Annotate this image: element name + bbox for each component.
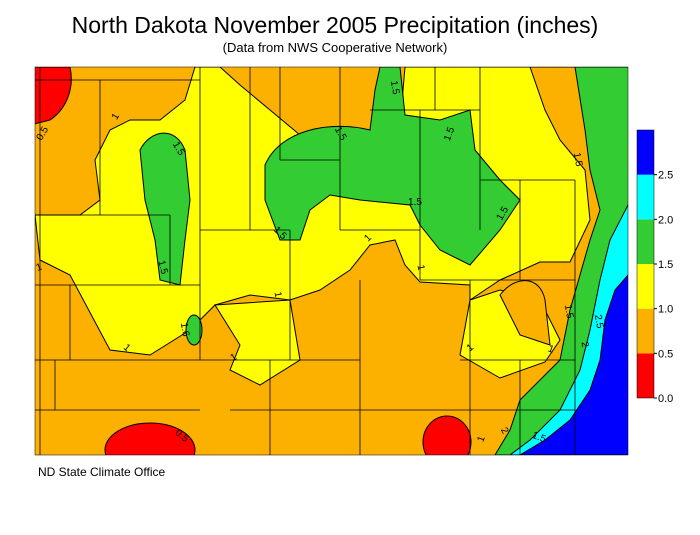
contour-label: 2: [579, 341, 591, 349]
region-red: [422, 415, 472, 455]
legend-tick-label: 1.5: [658, 259, 673, 271]
contour-label: 1: [465, 342, 477, 354]
contour-label: 1: [476, 434, 488, 443]
subtitle: (Data from NWS Cooperative Network): [223, 40, 448, 55]
region-red: [104, 422, 196, 455]
legend-tick-label: 0.5: [658, 348, 673, 360]
contour-label: 1: [35, 261, 44, 273]
legend-tick-label: 0.0: [658, 393, 673, 405]
region-green: [139, 132, 191, 286]
credit: ND State Climate Office: [38, 465, 165, 479]
contour-label: 1: [272, 291, 284, 299]
region-green: [185, 314, 203, 346]
legend-band: [637, 130, 654, 175]
map: 0.511.51.51.51.51.51.51.51.511111.6110.5…: [35, 67, 628, 455]
contour-label: 1.6: [178, 322, 191, 338]
title: North Dakota November 2005 Precipitation…: [72, 12, 599, 38]
map-frame: [34, 66, 629, 456]
contour-label: 2: [498, 426, 511, 437]
legend-band: [637, 308, 654, 354]
region-green: [264, 67, 521, 266]
contour-label: 1: [415, 264, 427, 272]
contour-label: 2.5: [592, 314, 605, 330]
contour-label: 1.5: [562, 304, 575, 320]
contour-label: 1: [110, 111, 123, 122]
legend-band: [637, 219, 654, 264]
contour-label: 1.5: [530, 430, 547, 445]
contour-label: 1: [546, 344, 555, 356]
county-lines: [35, 67, 576, 455]
region-blue: [519, 274, 628, 455]
legend-band: [637, 174, 654, 220]
region-orange: [499, 280, 551, 346]
contour-label: 1.5: [571, 152, 584, 168]
contour-label: 1: [121, 342, 133, 354]
legend: 0.0 0.5 1.0 1.5 2.0 2.5: [636, 129, 673, 405]
contour-label: 1.5: [408, 197, 422, 208]
legend-band: [637, 264, 654, 309]
contour-label: 1.5: [442, 125, 457, 142]
legend-tick-label: 2.0: [658, 214, 673, 226]
contour-label: 1.5: [155, 259, 169, 276]
region-red: [35, 67, 72, 125]
contour-label: 1: [229, 351, 240, 364]
contour-label: 1.5: [388, 80, 401, 96]
legend-tick-label: 2.5: [658, 170, 673, 182]
legend-tick-label: 1.0: [658, 304, 673, 316]
legend-band: [637, 353, 654, 398]
